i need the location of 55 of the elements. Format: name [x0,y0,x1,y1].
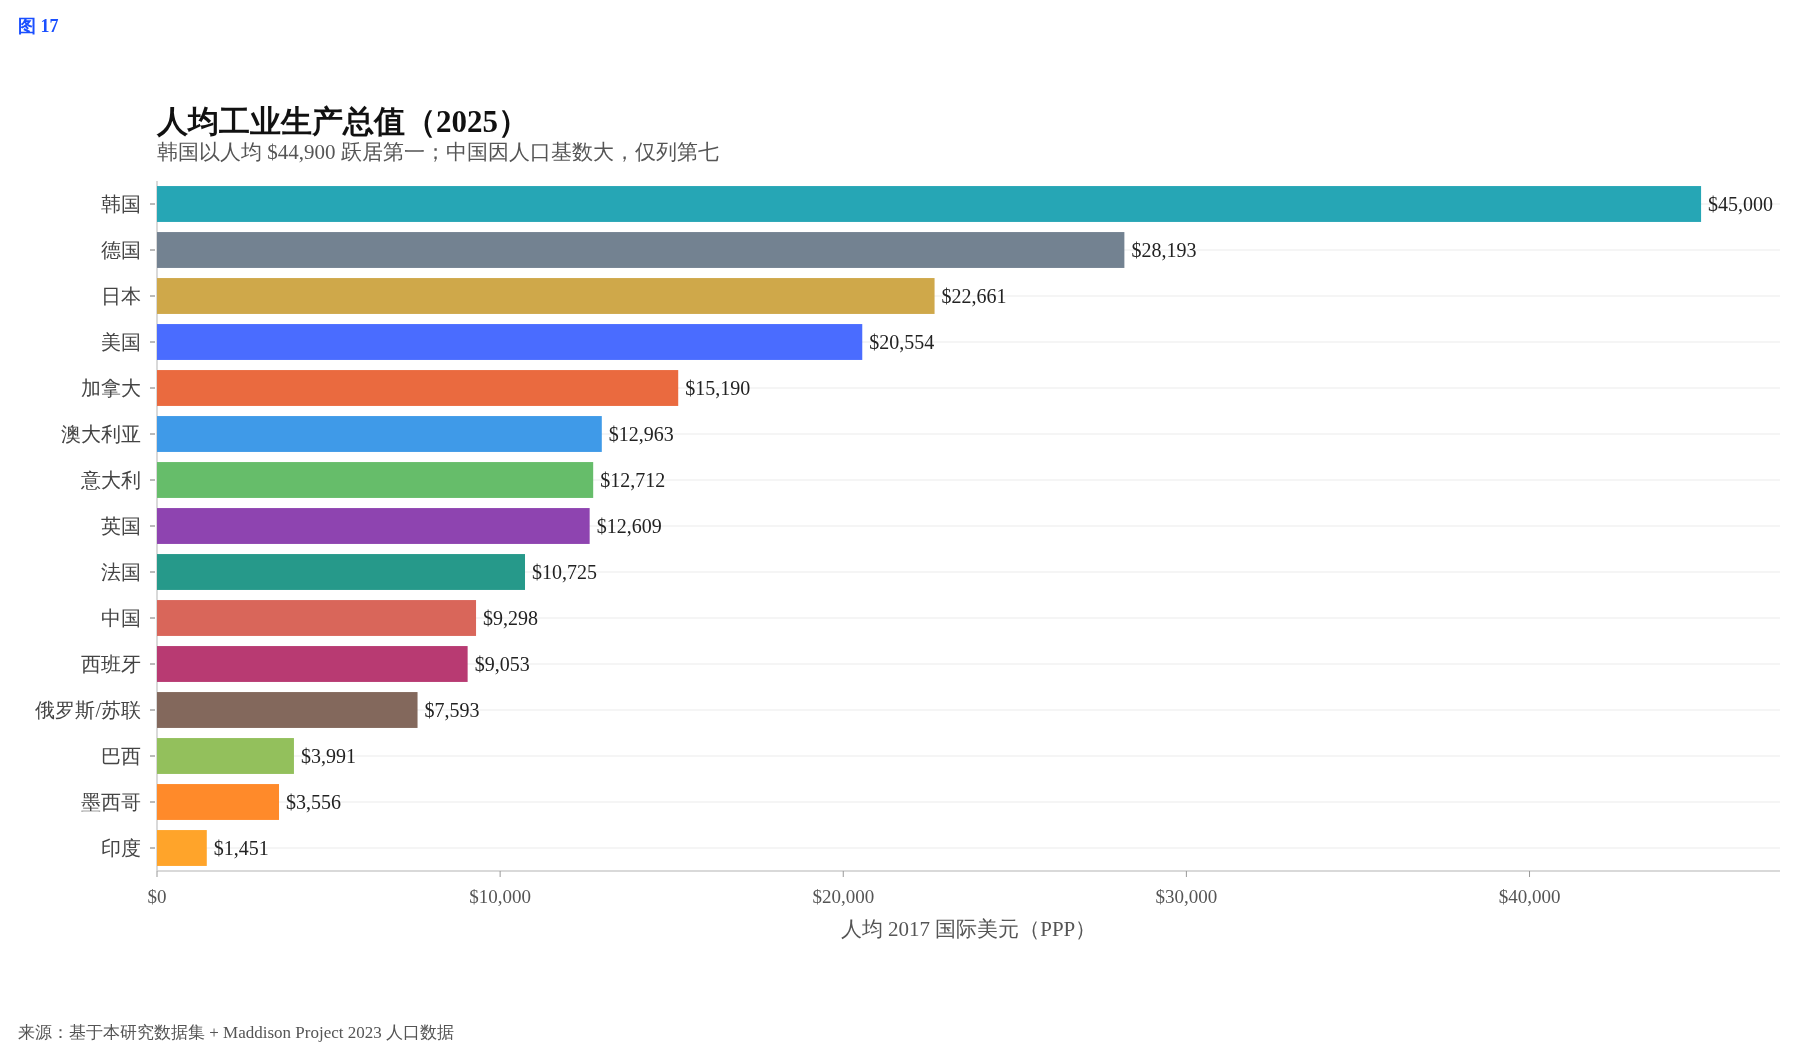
y-tick-label: 英国 [101,515,141,537]
bar [157,278,935,314]
bar [157,416,602,452]
chart-title: 人均工业生产总值（2025） [156,104,529,139]
y-tick-label: 墨西哥 [81,791,141,813]
x-tick-label: $30,000 [1155,886,1218,907]
bar [157,508,590,544]
data-label: $3,556 [286,791,342,813]
y-tick-label: 印度 [101,837,141,859]
bar [157,738,294,774]
bar [157,830,207,866]
y-tick-label: 加拿大 [81,377,141,399]
bar [157,692,418,728]
y-tick-label: 法国 [101,561,141,583]
bar [157,186,1702,222]
x-tick-label: $40,000 [1498,886,1561,907]
y-tick-label: 意大利 [80,469,141,491]
x-tick-label: $20,000 [812,886,875,907]
bar [157,600,477,636]
source-note: 来源：基于本研究数据集 + Maddison Project 2023 人口数据 [18,1023,454,1042]
data-label: $9,298 [483,607,539,629]
bar [157,784,280,820]
bar [157,370,679,406]
y-tick-label: 巴西 [101,745,141,767]
y-tick-label: 中国 [101,607,141,629]
bar [157,324,863,360]
data-label: $22,661 [941,285,1007,307]
x-axis-title: 人均 2017 国际美元（PPP） [840,917,1097,941]
data-label: $1,451 [213,837,269,859]
x-tick-label: $0 [147,886,167,907]
x-tick-label: $10,000 [469,886,531,907]
y-tick-label: 美国 [101,331,141,353]
chart-subtitle: 韩国以人均 $44,900 跃居第一；中国因人口基数大，仅列第七 [157,140,719,164]
data-label: $3,991 [300,745,356,767]
data-label: $7,593 [424,699,480,721]
data-label: $20,554 [869,331,935,353]
data-label: $12,712 [600,469,666,491]
data-label: $28,193 [1131,239,1197,261]
y-tick-label: 俄罗斯/苏联 [35,699,141,721]
y-tick-label: 澳大利亚 [61,423,141,445]
data-label: $12,963 [608,423,674,445]
bar [157,232,1125,268]
y-tick-label: 德国 [101,239,141,261]
data-label: $10,725 [532,561,598,583]
bar [157,646,468,682]
caption: 图 17 [18,16,59,36]
y-tick-label: 西班牙 [81,653,141,675]
data-label: $12,609 [596,515,662,537]
bar [157,554,526,590]
data-label: $9,053 [474,653,530,675]
bar [157,462,594,498]
y-tick-label: 日本 [101,285,141,307]
data-label: $45,000 [1708,193,1774,215]
y-tick-label: 韩国 [101,193,141,215]
data-label: $15,190 [685,377,751,399]
